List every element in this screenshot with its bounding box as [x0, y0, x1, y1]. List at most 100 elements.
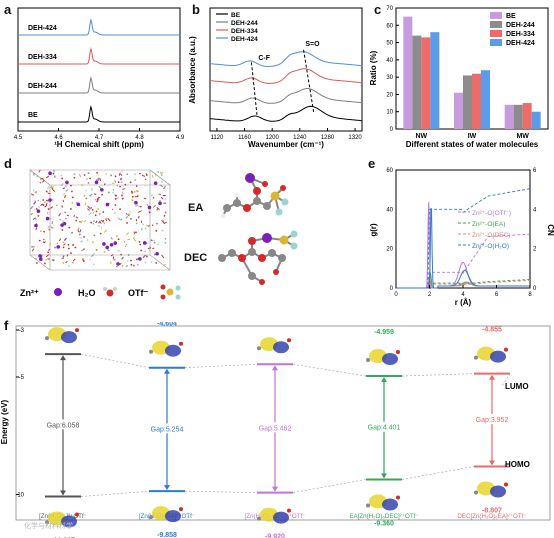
legend-entry: Zn²⁺-O(DEC) — [472, 232, 510, 239]
panel-e-ylabel-left: g(r) — [369, 223, 378, 237]
panel-e-rdf-chart: Zn²⁺-O(OTf⁻) Zn²⁺-O(EA) Zn²⁺-O(DEC) Zn²⁺-O(… — [369, 168, 554, 307]
panel-f-energy-diagram: Energy (eV) -3-5-10 Gap:6.058-4.029-10.0… — [0, 322, 551, 538]
tick-label: 1160 — [238, 135, 252, 141]
otf-molecule-icon — [160, 284, 181, 300]
tick-label: 60 — [386, 168, 393, 174]
tick-label: 0 — [390, 286, 394, 292]
panel-f-letter: f — [4, 318, 9, 333]
label-dec: DEC — [184, 252, 208, 264]
tick-label: 40 — [386, 207, 393, 213]
homo-orbital-lobe — [382, 498, 398, 511]
label-ea: EA — [188, 202, 204, 214]
legend-entry: Zn²⁺-O(EA) — [472, 221, 505, 228]
tick-label: 4.6 — [54, 135, 63, 141]
gap-value: Gap:4.401 — [368, 425, 401, 432]
annotation-cf: C-F — [258, 55, 270, 62]
bar-iw-deh-424 — [481, 70, 490, 129]
legend-entry: Zn²⁺-O(OTf⁻) — [472, 210, 511, 217]
bar-nw-deh-424 — [430, 32, 440, 130]
legend-entry: DEH-244 — [506, 22, 535, 29]
legend-entry: DEH-424 — [231, 36, 258, 43]
ftir-trace-deh-424 — [209, 51, 363, 68]
homo-label: HOMO — [505, 460, 530, 469]
legend-h2o: H₂O — [78, 288, 96, 298]
cn-curve — [421, 279, 531, 289]
nmr-label: DEH-244 — [28, 83, 57, 90]
bar-mw-deh-334 — [522, 103, 532, 129]
homo-orbital-lobe — [165, 510, 181, 523]
tick-label: 4.7 — [95, 135, 104, 141]
bar-mw-deh-424 — [531, 111, 541, 129]
cn-curve — [421, 278, 531, 289]
ftir-trace-be — [209, 105, 363, 122]
tick-label: 4.5 — [14, 135, 23, 141]
panel-d-legend: Zn²⁺ H₂O OTf⁻ — [20, 284, 181, 300]
legend-otf: OTf⁻ — [128, 288, 148, 298]
tick-label: 6 — [533, 168, 537, 174]
panel-e-ylabel-right: CN — [546, 224, 554, 236]
bar-nw-deh-334 — [421, 37, 431, 130]
cn-curve — [421, 233, 531, 289]
complex-label: EA[Zn(H₂O)₆DEC]²⁺OTf⁻ — [349, 513, 418, 520]
tick-label: 4 — [461, 292, 465, 298]
bar-mw-deh-244 — [513, 104, 523, 129]
tick-label: 10 — [386, 110, 393, 116]
gap-value: Gap:3.952 — [476, 417, 509, 424]
tick-label: 60 — [386, 23, 393, 29]
homo-orbital-lobe — [61, 515, 77, 528]
tick-label: 4 — [533, 207, 537, 213]
tick-label: 30 — [386, 75, 393, 81]
tick-label: 4.8 — [135, 135, 144, 141]
lumo-orbital-lobe — [382, 353, 398, 366]
tick-label: 1200 — [266, 135, 280, 141]
nmr-trace-be — [18, 104, 180, 123]
tick-label: -3 — [19, 328, 25, 334]
bar-mw-be — [504, 104, 514, 129]
gap-value: Gap:5.254 — [151, 426, 184, 433]
lumo-orbital-lobe — [273, 341, 289, 354]
nmr-label: BE — [28, 112, 38, 119]
tick-label: 0 — [390, 127, 394, 133]
homo-value: -9.920 — [265, 534, 285, 538]
panel-d-letter: d — [4, 156, 12, 171]
lumo-label: LUMO — [505, 382, 529, 391]
bar-iw-be — [454, 92, 463, 129]
panel-e-letter: e — [368, 156, 376, 171]
tick-label: 20 — [386, 92, 393, 98]
legend-entry: DEH-334 — [231, 28, 258, 35]
nmr-trace-deh-244 — [18, 75, 180, 94]
panel-b-xlabel: Wavenumber (cm⁻¹) — [248, 140, 324, 149]
homo-value: -8.807 — [482, 507, 502, 514]
nmr-trace-deh-334 — [18, 46, 180, 65]
tick-label: -5 — [19, 375, 25, 381]
category-label: MW — [516, 133, 529, 140]
panel-e-xlabel: r (Å) — [455, 298, 472, 307]
gap-value: Gap:6.058 — [47, 422, 80, 429]
panel-c-xlabel: Different states of water molecules — [406, 140, 539, 149]
legend-entry: DEH-244 — [231, 20, 258, 27]
tick-label: 0 — [533, 286, 537, 292]
category-label: NW — [415, 133, 427, 140]
lumo-value: -4.604 — [157, 322, 177, 328]
legend-entry: DEH-424 — [506, 40, 535, 47]
panel-d-simulation-box — [29, 169, 171, 271]
complex-label: DEC[Zn(H₂O)₆EA]²⁺OTf⁻ — [457, 513, 526, 520]
panel-c-ylabel: Ratio (%) — [369, 50, 378, 85]
lumo-value: -4.959 — [374, 329, 394, 336]
lumo-value: -4.456 — [265, 322, 285, 324]
tick-label: 1240 — [293, 135, 307, 141]
lumo-value: -4.855 — [482, 327, 502, 334]
bar-nw-be — [403, 16, 413, 130]
tick-label: 2 — [428, 292, 432, 298]
gap-value: Gap:5.462 — [259, 425, 292, 432]
watermark: 化学与材料科学 — [24, 521, 73, 530]
rdf-curve — [396, 208, 530, 289]
tick-label: -10 — [15, 493, 24, 499]
tick-label: 40 — [386, 58, 393, 64]
lumo-orbital-lobe — [490, 350, 506, 363]
tick-label: 1320 — [348, 135, 362, 141]
legend-zn: Zn²⁺ — [20, 288, 39, 298]
dec-complex-structure — [218, 230, 298, 285]
